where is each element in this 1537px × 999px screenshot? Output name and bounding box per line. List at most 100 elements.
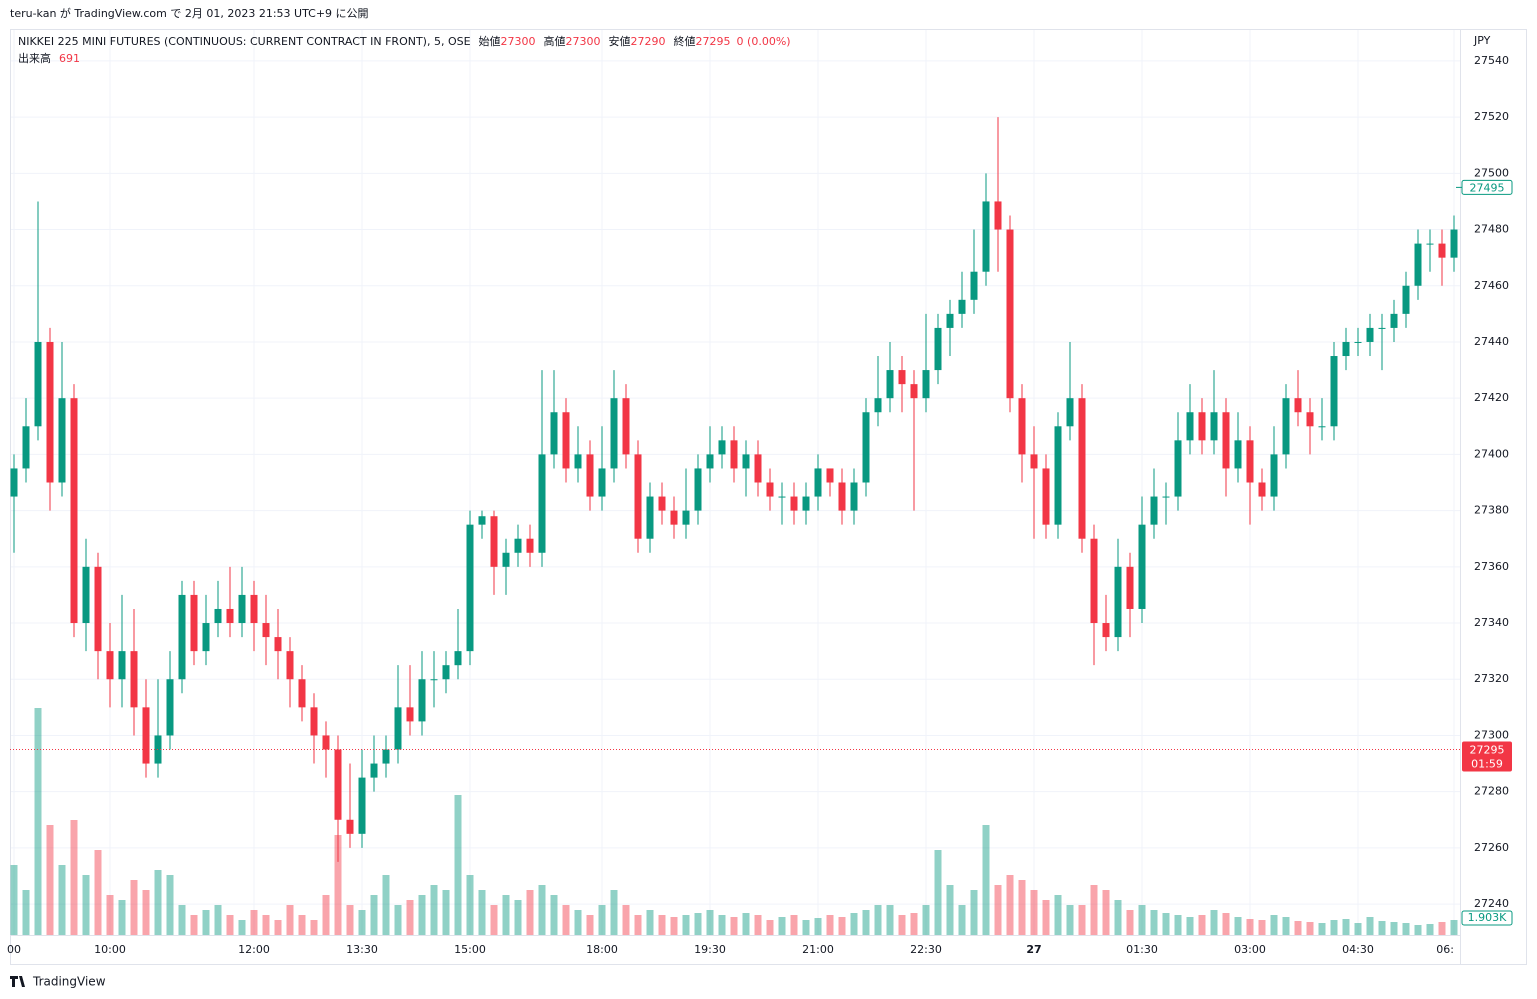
candle-body <box>886 370 894 399</box>
candle-body <box>1402 285 1410 314</box>
candle-body <box>502 552 510 567</box>
x-tick-label: 22:30 <box>910 943 942 956</box>
volume-bar <box>166 875 174 935</box>
x-tick-label: 10:00 <box>94 943 126 956</box>
ohlc-value: 27300 <box>566 35 601 48</box>
volume-bar <box>1330 920 1338 935</box>
volume-title: 出来高 <box>18 51 51 65</box>
volume-bar <box>1402 923 1410 935</box>
volume-bar <box>922 905 930 935</box>
volume-bar <box>862 910 870 935</box>
volume-bar <box>1318 923 1326 935</box>
x-tick-label: 01:30 <box>1126 943 1158 956</box>
candle-body <box>514 538 522 553</box>
ohlc-label: 安値 <box>609 34 631 48</box>
candle-body <box>46 341 54 483</box>
volume-bar <box>1186 917 1194 935</box>
candle-body <box>226 608 234 624</box>
footer-brand: TradingView <box>32 975 106 989</box>
candle-body <box>1042 468 1050 525</box>
candle-body <box>910 384 918 399</box>
volume-bar <box>382 875 390 935</box>
volume-bar <box>466 875 474 935</box>
candle-body <box>1210 412 1218 441</box>
volume-bar <box>1282 917 1290 935</box>
legend-title: NIKKEI 225 MINI FUTURES (CONTINUOUS: CUR… <box>18 34 791 48</box>
volume-bar <box>538 885 546 935</box>
volume-bar <box>994 885 1002 935</box>
y-tick-label: 27240 <box>1474 897 1509 910</box>
candle-body <box>562 412 570 469</box>
candle-body <box>1222 412 1230 469</box>
volume-bar <box>1018 880 1026 935</box>
last-price-tag <box>1462 741 1512 772</box>
candle-body <box>1138 524 1146 609</box>
candle-body <box>1078 398 1086 539</box>
volume-bar <box>190 915 198 935</box>
volume-bar <box>622 905 630 935</box>
ohlc-label: 高値 <box>544 34 566 48</box>
candle-body <box>394 707 402 750</box>
volume-bar <box>958 905 966 935</box>
candle-body <box>1126 566 1134 609</box>
candle-body <box>958 299 966 314</box>
volume-bar <box>394 905 402 935</box>
volume-bar <box>610 890 618 935</box>
publish-info: teru-kan が TradingView.com で 2月 01, 2023… <box>10 6 369 20</box>
volume-bar <box>1054 895 1062 935</box>
y-tick-label: 27460 <box>1474 279 1509 292</box>
candle-body <box>466 524 474 652</box>
volume-bar <box>82 875 90 935</box>
candle-body <box>550 412 558 455</box>
candle-body <box>382 749 390 764</box>
volume-bar <box>1378 921 1386 935</box>
volume-bar <box>1294 921 1302 935</box>
y-tick-label: 27540 <box>1474 54 1509 67</box>
volume-bar <box>1174 915 1182 935</box>
volume-bar <box>262 915 270 935</box>
volume-bar <box>370 895 378 935</box>
candle-body <box>898 370 906 385</box>
candle-body <box>586 454 594 497</box>
volume-bar <box>1114 900 1122 935</box>
y-tick-label: 27520 <box>1474 110 1509 123</box>
candle-body <box>1114 566 1122 638</box>
ohlc-value: 27290 <box>631 35 666 48</box>
candle-body <box>526 538 534 553</box>
volume-bar <box>1426 924 1434 935</box>
volume-bar <box>526 890 534 935</box>
candle-body <box>706 454 714 469</box>
symbol: NIKKEI 225 MINI FUTURES (CONTINUOUS: CUR… <box>18 35 471 48</box>
x-tick-label: 06: <box>1436 943 1454 956</box>
candle-body <box>1366 327 1374 342</box>
candle-body <box>814 468 822 497</box>
candle-body <box>190 594 198 652</box>
y-tick-label: 27440 <box>1474 335 1509 348</box>
candle-body <box>322 735 330 750</box>
candle-body <box>142 707 150 764</box>
candle-body <box>106 651 114 680</box>
candle-body <box>1378 327 1386 329</box>
volume-bar <box>850 913 858 935</box>
volume-bar <box>1270 915 1278 935</box>
volume-bar <box>298 915 306 935</box>
volume-bar <box>274 920 282 935</box>
y-tick-label: 27380 <box>1474 504 1509 517</box>
candle-body <box>1030 454 1038 469</box>
volume-bar <box>598 905 606 935</box>
candle-body <box>1174 440 1182 497</box>
volume-bar <box>1198 915 1206 935</box>
volume-bar <box>838 917 846 935</box>
candle-body <box>406 707 414 722</box>
candle-body <box>718 440 726 455</box>
volume-tag <box>1461 910 1513 926</box>
candle-body <box>490 516 498 567</box>
candle-body <box>166 679 174 736</box>
mark-price-tag <box>1461 179 1513 195</box>
candle-body <box>118 651 126 680</box>
candle-body <box>10 468 18 497</box>
volume-bar <box>430 885 438 935</box>
volume-bar <box>250 910 258 935</box>
candle-body <box>1150 496 1158 525</box>
